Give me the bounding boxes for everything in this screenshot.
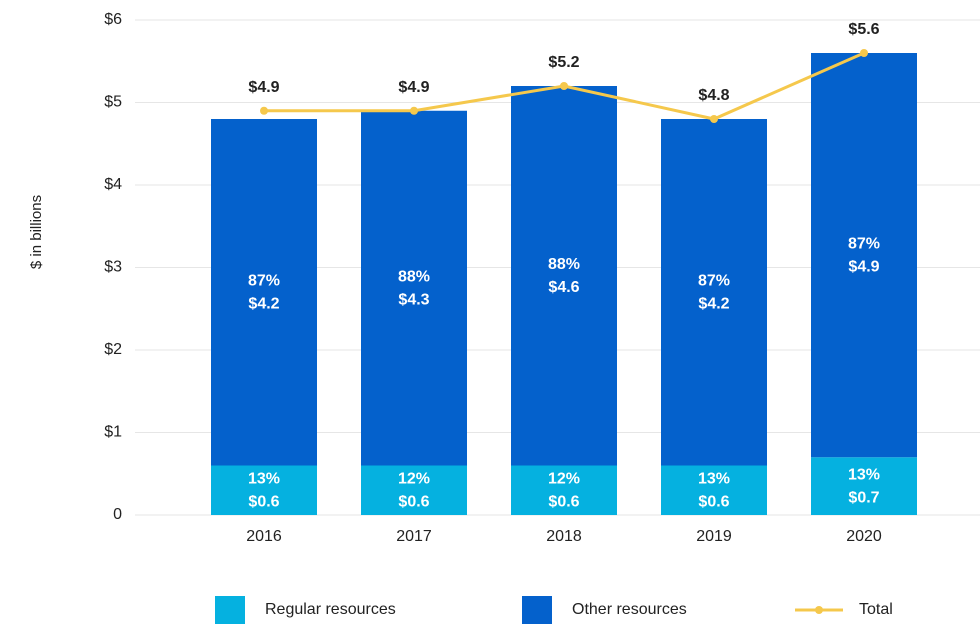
bar-segment (511, 86, 617, 466)
y-axis-label: $ in billions (28, 195, 45, 269)
value-label: $0.6 (248, 493, 279, 510)
value-label: $0.6 (698, 493, 729, 510)
bar-segment (211, 119, 317, 466)
value-label: $4.3 (398, 291, 429, 308)
legend-swatch (522, 596, 552, 624)
total-point (560, 82, 568, 90)
x-tick-label: 2020 (846, 528, 882, 545)
share-label: 87% (698, 272, 730, 289)
bar-segment (361, 465, 467, 515)
x-tick-label: 2018 (546, 528, 582, 545)
value-label: $0.6 (398, 493, 429, 510)
share-label: 88% (398, 268, 430, 285)
legend-label: Regular resources (265, 601, 396, 618)
total-label: $4.9 (398, 79, 429, 96)
legend-label: Total (859, 601, 893, 618)
value-label: $4.2 (248, 295, 279, 312)
share-label: 13% (248, 470, 280, 487)
legend-swatch (215, 596, 245, 624)
share-label: 88% (548, 256, 580, 273)
bar-segment (661, 119, 767, 466)
share-label: 12% (548, 470, 580, 487)
y-tick-label: $6 (104, 11, 122, 28)
x-tick-label: 2019 (696, 528, 732, 545)
share-label: 87% (848, 235, 880, 252)
share-label: 87% (248, 272, 280, 289)
bar-segment (211, 465, 317, 515)
value-label: $4.9 (848, 258, 879, 275)
x-tick-label: 2017 (396, 528, 432, 545)
total-point (710, 115, 718, 123)
y-tick-label: 0 (113, 506, 122, 523)
y-tick-label: $5 (104, 94, 122, 111)
total-point (260, 106, 268, 115)
value-label: $4.2 (698, 295, 729, 312)
total-label: $5.2 (548, 54, 579, 71)
bar-segment (811, 53, 917, 458)
bar-segment (361, 110, 467, 466)
total-label: $4.8 (698, 87, 729, 104)
y-tick-label: $2 (104, 341, 122, 358)
value-label: $0.7 (848, 489, 879, 506)
value-label: $4.6 (548, 279, 579, 296)
share-label: 13% (848, 466, 880, 483)
total-point (860, 49, 868, 57)
y-tick-label: $1 (104, 424, 122, 441)
bar-segment (661, 465, 767, 515)
legend-label: Other resources (572, 601, 687, 618)
total-label: $5.6 (848, 21, 879, 38)
bar-segment (811, 457, 917, 515)
bar-segment (511, 465, 617, 515)
share-label: 13% (698, 470, 730, 487)
y-tick-label: $3 (104, 259, 122, 276)
value-label: $0.6 (548, 493, 579, 510)
y-tick-label: $4 (104, 176, 122, 193)
total-point (410, 106, 418, 115)
total-label: $4.9 (248, 79, 279, 96)
share-label: 12% (398, 470, 430, 487)
legend-point (815, 606, 823, 614)
x-tick-label: 2016 (246, 528, 282, 545)
